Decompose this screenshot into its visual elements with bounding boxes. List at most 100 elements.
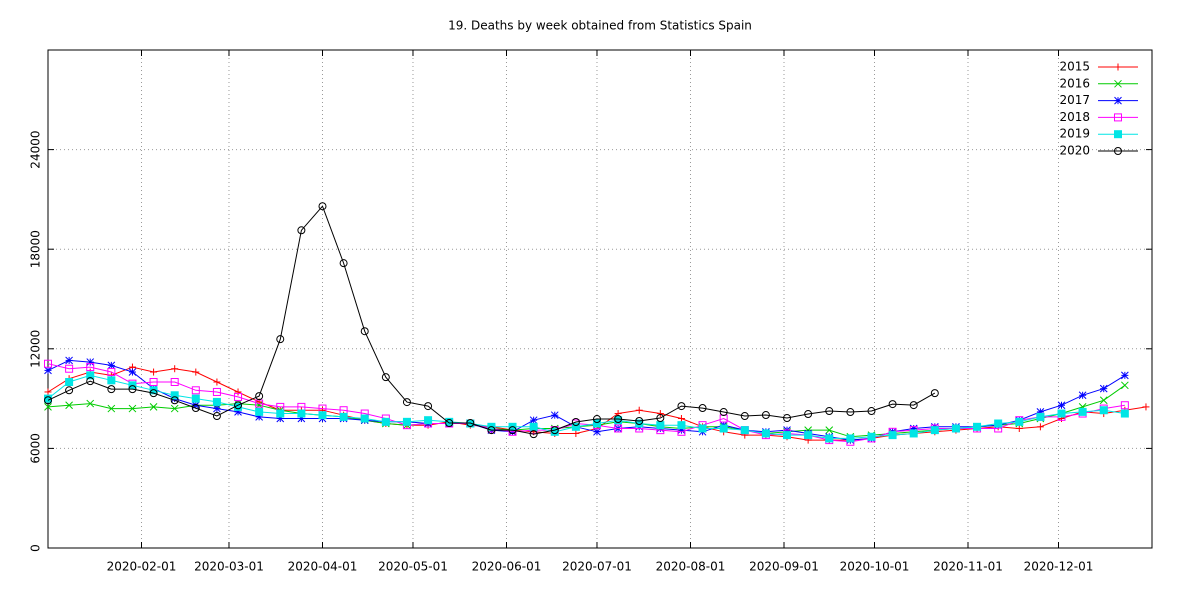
marker [86,358,95,366]
marker-stroke [86,399,95,408]
marker [656,421,665,430]
marker [614,424,623,433]
marker [867,407,876,416]
marker-shape [44,359,52,368]
marker-shape [719,414,728,423]
marker [592,419,601,428]
marker [44,403,52,411]
marker [825,407,834,416]
marker [360,327,369,336]
x-tick-label: 2020-12-01 [1024,560,1094,574]
marker [1120,409,1129,418]
marker [318,202,327,211]
marker-shape [297,409,306,418]
marker-stroke [1057,401,1066,410]
marker [149,378,158,386]
marker [1120,381,1129,390]
marker-shape [191,386,200,395]
marker [677,402,686,411]
marker-shape [846,434,855,443]
marker [846,434,855,443]
marker [1036,412,1045,421]
marker [107,368,116,377]
marker [698,424,707,433]
marker-shape [698,404,707,413]
marker [1120,371,1129,380]
marker [1078,391,1087,400]
marker [149,389,158,398]
marker-shape [825,434,834,443]
marker-stroke [107,404,116,413]
marker [1099,384,1108,393]
marker [339,259,348,268]
marker [1036,423,1044,431]
marker [170,378,179,386]
marker-shape [170,396,179,405]
marker-stroke [1120,381,1129,390]
marker-stroke [1120,371,1129,380]
legend-label: 2018 [1059,110,1090,124]
marker [951,424,960,433]
marker [170,391,179,400]
marker-shape [571,422,580,431]
marker-shape [318,202,327,211]
marker [635,417,644,426]
marker-stroke [44,366,52,375]
marker-shape [804,431,813,440]
marker [571,422,580,431]
marker-shape [65,378,74,386]
marker-shape [571,418,580,427]
marker [529,422,538,431]
marker [107,376,116,385]
marker [234,392,243,401]
marker [65,386,74,395]
marker-shape [804,410,813,419]
marker [424,402,433,411]
marker [192,368,200,376]
marker-shape [445,419,454,428]
plot-frame [47,49,1153,549]
marker [381,373,390,382]
marker-stroke [65,401,73,410]
marker [719,408,728,417]
marker [825,434,834,443]
marker [529,430,538,439]
marker-shape [761,429,770,438]
marker-shape [212,387,221,396]
marker [740,426,749,435]
marker [212,387,221,396]
chart-title: 19. Deaths by week obtained from Statist… [448,19,752,33]
marker [86,363,95,372]
marker-shape [149,386,158,395]
marker [550,411,559,420]
marker [65,364,74,373]
marker [888,431,897,440]
marker-shape [339,259,348,268]
marker-shape [360,327,369,336]
marker [1114,130,1122,139]
marker-shape [297,226,306,235]
marker [297,226,306,235]
marker [191,404,200,413]
y-tick-label: 0 [29,544,43,552]
marker-shape [846,408,855,417]
marker-shape [44,396,52,405]
marker [888,400,897,409]
marker [930,426,939,435]
legend-label: 2020 [1059,144,1090,158]
marker-stroke [149,403,158,411]
marker-stroke [44,403,52,411]
marker-shape [212,397,221,406]
marker [677,421,686,430]
marker [994,419,1003,428]
marker [213,404,221,413]
marker-stroke [107,361,116,370]
marker-shape [381,417,390,426]
marker-shape [276,335,285,344]
marker [740,412,749,421]
marker [276,409,285,418]
x-tick-label: 2020-04-01 [288,560,358,574]
marker-shape [698,424,707,433]
legend-label: 2015 [1059,60,1090,74]
